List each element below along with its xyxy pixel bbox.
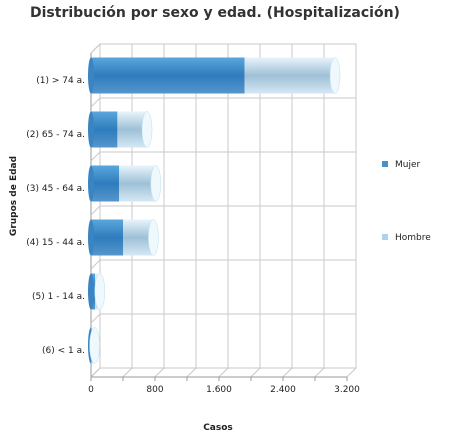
bar-segment-hombre [244, 57, 335, 94]
bar-cap-start [88, 165, 94, 202]
legend-label: Hombre [395, 233, 431, 243]
y-tick-label: (6) < 1 a. [42, 346, 85, 356]
legend-item-hombre: Hombre [382, 233, 431, 243]
chart-title: Distribución por sexo y edad. (Hospitali… [30, 5, 400, 21]
axes: (1) > 74 a. (2) 65 - 74 a. (3) 45 - 64 a. (… [26, 76, 360, 395]
y-tick-label: (4) 15 - 44 a. [26, 238, 85, 248]
bar-cap-end [141, 111, 153, 148]
floor-gridline [186, 367, 197, 378]
x-tick-label: 1.600 [206, 385, 232, 395]
side-gridline [90, 205, 101, 216]
side-gridline [90, 259, 101, 270]
bar-segment-mujer [88, 111, 118, 148]
bar-body [244, 57, 335, 94]
legend-swatch [382, 161, 388, 167]
legend-item-mujer: Mujer [382, 160, 421, 170]
bar-cap-end [150, 165, 162, 202]
side-gridline [90, 151, 101, 162]
floor-gridline [314, 367, 325, 378]
x-tick-label: 0 [88, 385, 94, 395]
bar-cap-end [329, 57, 341, 94]
side-gridline [90, 313, 101, 324]
floor-gridline [346, 367, 357, 378]
bar-body [91, 219, 123, 256]
bar-body [91, 111, 118, 148]
x-tick-label: 800 [146, 385, 163, 395]
y-tick-label: (2) 65 - 74 a. [26, 130, 85, 140]
y-tick-label: (5) 1 - 14 a. [32, 292, 85, 302]
bar-body [91, 57, 245, 94]
y-tick-label: (3) 45 - 64 a. [26, 184, 85, 194]
floor-gridline [218, 367, 229, 378]
bar-segment-mujer [88, 165, 119, 202]
side-gridline [90, 367, 101, 378]
bar-cap-start [88, 111, 94, 148]
bars [88, 57, 341, 364]
floor-gridline [122, 367, 133, 378]
bar-segment-mujer [88, 57, 245, 94]
x-tick-label: 2.400 [270, 385, 296, 395]
floor-gridline [154, 367, 165, 378]
bar-body [91, 165, 119, 202]
x-tick-label: 3.200 [334, 385, 360, 395]
legend-swatch [382, 234, 388, 240]
y-axis-title: Grupos de Edad [9, 156, 19, 236]
legend: Mujer Hombre [382, 160, 431, 243]
bar-cap-start [88, 219, 94, 256]
side-gridline [90, 43, 101, 54]
bar-body [119, 165, 156, 202]
y-tick-label: (1) > 74 a. [36, 76, 85, 86]
bar-cap-end [94, 273, 106, 310]
x-axis-title: Casos [203, 423, 233, 433]
floor-gridline [250, 367, 261, 378]
bar-cap-start [88, 57, 94, 94]
grid [90, 43, 357, 378]
bar-segment-mujer [88, 219, 123, 256]
side-gridline [90, 97, 101, 108]
legend-label: Mujer [395, 160, 421, 170]
bar-segment-hombre [119, 165, 156, 202]
floor-gridline [282, 367, 293, 378]
bar-cap-end [89, 327, 100, 364]
bar-cap-end [148, 219, 159, 256]
bar-cap-start [88, 273, 94, 310]
bar-segment-mujer [88, 273, 95, 310]
